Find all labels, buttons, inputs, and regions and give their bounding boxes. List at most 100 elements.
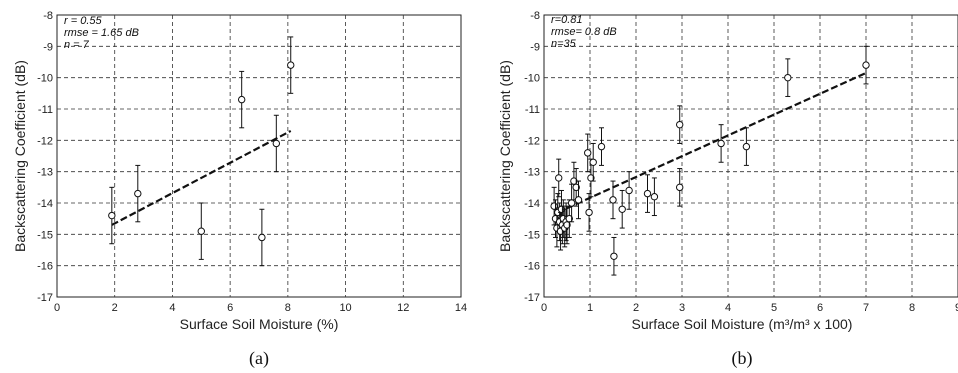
y-ticks-b: -17 -16 -15 -14 -13 -12 -11 -10 -9 -8 [524,10,540,304]
x-axis-label-a: Surface Soil Moisture (%) [180,316,339,332]
x-axis-label-b: Surface Soil Moisture (m³/m³ x 100) [632,316,853,332]
x-tick-label: 2 [633,302,639,314]
x-tick-label: 5 [771,302,777,314]
point-marker [650,193,659,201]
point-marker [597,142,606,151]
data-point [589,142,597,182]
stat-n-a: n = 7 [64,39,90,51]
point-marker [784,73,792,82]
y-tick-label: -17 [524,292,540,304]
point-marker [862,61,870,69]
stat-rmse-b: rmse= 0.8 dB [551,26,617,38]
point-marker [609,196,617,204]
data-point [717,124,725,163]
x-tick-label: 12 [397,302,409,314]
point-marker [108,211,116,220]
plot-area-b [543,14,958,298]
y-axis-label-a: Backscattering Coefficient (dB) [12,60,28,252]
x-tick-label: 1 [587,302,593,314]
data-point [287,36,295,94]
data-point [585,193,593,232]
stat-n-b: n=35 [551,38,577,50]
y-tick-label: -13 [524,167,540,179]
y-tick-label: -17 [37,292,53,304]
point-marker [643,189,652,198]
data-point [609,180,617,220]
regression-line [111,129,292,226]
x-ticks-a: 0 2 4 6 8 10 12 14 [54,302,467,314]
y-tick-label: -12 [524,135,540,147]
y-tick-label: -15 [37,229,53,241]
data-point [574,180,583,220]
points-a [108,36,295,267]
data-point [237,70,246,129]
point-marker [287,61,295,69]
y-tick-label: -15 [524,229,540,241]
x-tick-label: 10 [339,302,351,314]
x-tick-label: 8 [909,302,915,314]
data-point [258,208,266,267]
y-tick-label: -8 [43,10,53,22]
y-tick-label: -11 [525,104,540,116]
point-marker [676,183,684,192]
y-tick-label: -14 [524,198,540,210]
point-marker [589,158,597,166]
x-ticks-b: 0 1 2 3 4 5 6 7 8 9 [541,302,958,314]
y-tick-label: -10 [524,73,540,85]
x-tick-label: 8 [285,302,291,314]
point-marker [585,208,593,217]
data-point [676,168,684,207]
point-marker [197,227,205,235]
x-tick-label: 0 [54,302,60,314]
point-marker [742,142,751,151]
point-marker [572,183,580,192]
data-point [197,202,205,260]
point-marker [610,252,618,260]
panel-a: 0 2 4 6 8 10 12 14 -17 -16 -15 -14 -13 -12 -11 -10 -9 -8… [12,10,467,369]
point-marker [567,199,576,207]
point-marker [134,189,142,198]
plot-area-a [56,14,462,298]
stat-rmse-a: rmse = 1.65 dB [64,27,139,39]
x-tick-label: 3 [679,302,685,314]
point-marker [574,196,583,204]
y-tick-label: -12 [37,135,53,147]
points-b [550,45,870,276]
data-point [584,133,592,173]
y-tick-label: -16 [37,261,53,273]
x-tick-label: 14 [455,302,467,314]
grid-a [57,15,461,297]
point-marker [584,149,592,157]
data-point [625,171,633,210]
regression-line [557,71,867,214]
y-tick-label: -10 [37,73,53,85]
data-point [134,164,142,223]
data-point [597,127,606,166]
point-marker [237,95,246,104]
stat-r-a: r = 0.55 [64,15,102,27]
data-point [742,127,751,166]
x-tick-label: 6 [817,302,823,314]
point-marker [555,174,563,182]
point-marker [563,221,571,229]
y-tick-label: -9 [43,41,53,53]
fit-line-b [557,71,867,214]
fit-line-a [111,129,292,226]
x-tick-label: 2 [112,302,118,314]
y-tick-label: -13 [37,167,53,179]
data-point [643,174,652,213]
data-point [567,183,576,223]
y-tick-label: -9 [530,41,540,53]
data-point [676,105,684,144]
stat-r-b: r=0.81 [551,14,583,26]
panel-label-b: (b) [732,348,753,369]
point-marker [717,139,725,148]
panel-label-a: (a) [249,348,269,369]
point-marker [550,202,558,210]
x-tick-label: 6 [227,302,233,314]
point-marker [258,233,266,242]
data-point [862,45,870,85]
y-tick-label: -14 [37,198,53,210]
data-point [650,177,659,217]
